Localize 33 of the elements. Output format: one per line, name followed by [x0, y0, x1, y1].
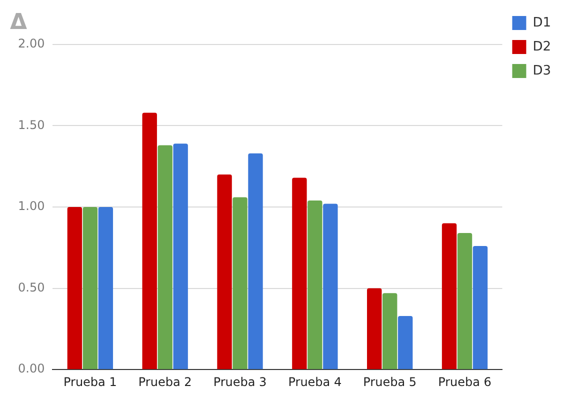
bar: [173, 144, 188, 370]
bar: [442, 223, 457, 370]
x-tick-label: Prueba 2: [138, 374, 192, 389]
x-tick-label: Prueba 4: [288, 374, 342, 389]
chart-title: Δ: [10, 10, 28, 35]
bar: [367, 288, 382, 370]
bar: [142, 112, 157, 370]
y-tick-label: 0.50: [18, 280, 45, 294]
bar: [323, 204, 338, 370]
x-tick-label: Prueba 1: [63, 374, 117, 389]
bar: [457, 233, 472, 370]
legend-label: D3: [532, 63, 551, 78]
bar: [98, 207, 114, 370]
x-tick-label: Prueba 3: [213, 374, 267, 389]
bar: [82, 207, 98, 370]
x-tick-label: Prueba 5: [363, 374, 417, 389]
bar: [382, 293, 398, 370]
bar: [308, 200, 322, 370]
bar: [248, 153, 263, 370]
y-tick-label: 0.00: [18, 362, 45, 376]
y-tick-label: 2.00: [18, 36, 45, 51]
x-tick-label: Prueba 6: [438, 374, 492, 389]
bar: [398, 316, 413, 370]
y-tick-label: 1.50: [18, 118, 45, 132]
bar: [232, 197, 248, 370]
bar: [158, 145, 172, 370]
legend-label: D1: [532, 15, 551, 30]
bar: [472, 246, 488, 370]
bar: [217, 174, 232, 370]
y-tick-label: 1.00: [18, 199, 45, 214]
bar: [292, 178, 307, 370]
legend-label: D2: [532, 39, 551, 54]
bar: [67, 207, 82, 370]
